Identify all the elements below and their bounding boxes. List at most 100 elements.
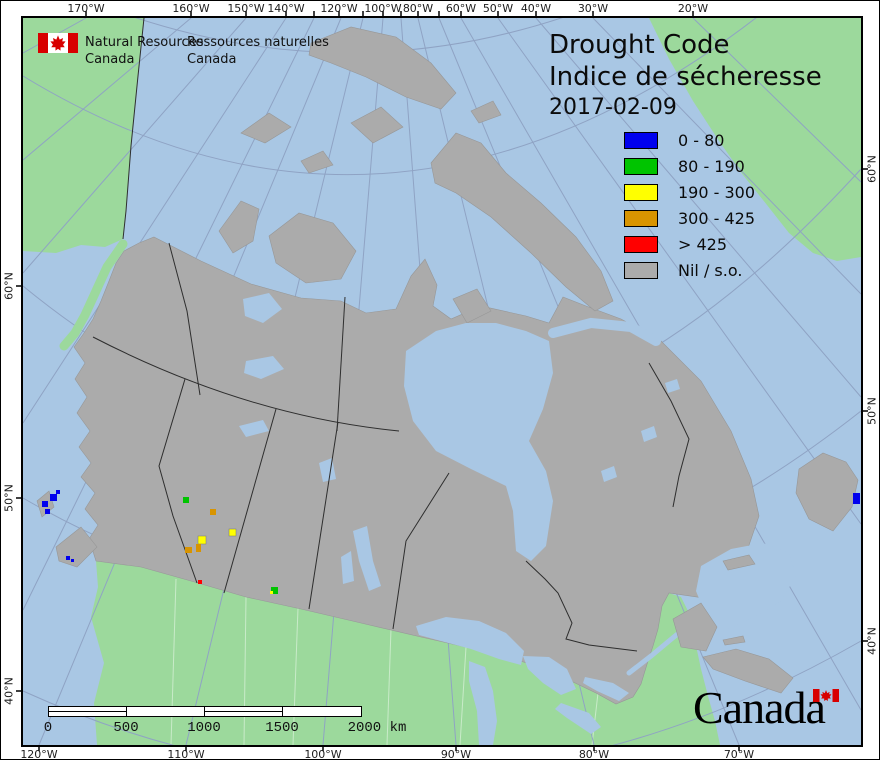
canada-wordmark: Canada <box>693 682 826 733</box>
hudson-strait <box>548 317 661 346</box>
lon-label: 100°W <box>304 748 342 760</box>
bottom-ticks <box>38 745 740 751</box>
border-nwt-nunavut <box>336 296 346 432</box>
legend-swatch <box>624 184 658 201</box>
legend-label: Nil / s.o. <box>678 261 743 280</box>
top-ticks <box>85 11 694 17</box>
lon-label: 90°W <box>440 748 472 760</box>
border-manitoba-ontario <box>392 472 450 630</box>
great-slave-lake <box>244 356 284 379</box>
lake-michigan <box>469 661 497 745</box>
legend-label: 0 - 80 <box>678 131 725 150</box>
drought-points-blue <box>42 490 860 562</box>
arctic-island <box>350 106 404 144</box>
signature-text-en: Natural Resources Canada <box>85 35 204 67</box>
border-yukon-nwt <box>168 242 201 396</box>
grid-ticks <box>16 11 868 751</box>
lon-label: 80°W <box>578 748 610 760</box>
lon-label: 160°W <box>172 2 210 15</box>
map-title: Drought Code Indice de sécheresse 2017-0… <box>549 29 822 123</box>
lon-label: 80°W <box>402 2 434 15</box>
greenland-landmass <box>649 18 861 261</box>
lat-label: 40°N <box>865 627 879 655</box>
lon-label: 170°W <box>67 2 105 15</box>
legend-item: > 425 <box>624 235 755 254</box>
legend-item: 300 - 425 <box>624 209 755 228</box>
border-quebec-labrador <box>648 362 690 508</box>
legend-swatch <box>624 132 658 149</box>
legend-label: 190 - 300 <box>678 183 756 202</box>
legend-item: 0 - 80 <box>624 131 755 150</box>
legend-item: Nil / s.o. <box>624 261 755 280</box>
border-60th-parallel <box>92 336 400 432</box>
legend-item: 190 - 300 <box>624 183 756 202</box>
lon-label: 120°W <box>20 748 58 760</box>
lon-label: 150°W <box>227 2 265 15</box>
title-line-en: Drought Code <box>549 30 730 60</box>
scale-segment <box>283 707 361 716</box>
scale-tick-label: 0 <box>43 720 53 736</box>
lat-label: 50°N <box>865 397 879 425</box>
lon-label: 40°W <box>520 2 552 15</box>
arctic-island <box>470 100 502 124</box>
legend-label: 80 - 190 <box>678 157 745 176</box>
banks-island <box>218 200 260 254</box>
quebec-lake <box>601 466 617 482</box>
scale-segment <box>127 707 205 716</box>
scale-segment <box>49 707 127 716</box>
lat-label: 40°N <box>2 677 16 705</box>
lake-winnipeg <box>353 526 381 591</box>
lat-label: 50°N <box>2 484 16 512</box>
usa-landmass <box>91 561 720 745</box>
maritime-provinces <box>672 554 794 694</box>
water-bodies <box>239 293 796 745</box>
lon-label: 50°W <box>482 2 514 15</box>
legend-swatch <box>624 158 658 175</box>
signature-text-fr: Ressources naturelles Canada <box>187 35 329 67</box>
legend-swatch <box>624 236 658 253</box>
lat-label: 60°N <box>2 272 16 300</box>
baffin-island <box>430 132 614 312</box>
canada-mainland <box>73 236 760 705</box>
drought-points-green <box>183 497 278 594</box>
map-frame <box>21 16 863 747</box>
arctic-island <box>300 150 334 174</box>
legend-label: > 425 <box>678 235 728 254</box>
arctic-island <box>240 112 292 144</box>
left-ticks <box>16 285 22 692</box>
title-date: 2017-02-09 <box>549 95 677 120</box>
lon-label: 100°W <box>364 2 402 15</box>
newfoundland-island <box>795 452 859 532</box>
lon-label: 20°W <box>677 2 709 15</box>
drought-points-red <box>198 580 202 584</box>
lake-erie <box>555 703 601 734</box>
ellesmere-islands <box>308 26 457 110</box>
victoria-island <box>268 212 357 284</box>
lake-athabasca <box>239 420 269 437</box>
drought-points-yellow <box>197 528 273 594</box>
title-line-fr: Indice de sécheresse <box>549 62 822 92</box>
drought-points-orange <box>185 509 216 553</box>
scale-tick-label: 500 <box>113 720 139 736</box>
scale-tick-label: 1000 <box>187 720 221 736</box>
right-ticks <box>862 168 868 642</box>
lake-superior <box>416 617 524 665</box>
scale-bar <box>48 706 362 717</box>
lon-label: 70°W <box>723 748 755 760</box>
prince-edward-island <box>722 635 746 646</box>
border-ontario-quebec <box>525 560 638 652</box>
lon-label: 140°W <box>267 2 305 15</box>
lon-label: 110°W <box>167 748 205 760</box>
us-state-borders <box>170 578 599 746</box>
alaska-panhandle <box>59 239 128 351</box>
quebec-lake <box>641 426 657 442</box>
lake-huron <box>523 656 576 695</box>
lon-label: 30°W <box>577 2 609 15</box>
southampton-island <box>452 288 492 324</box>
lake-ontario <box>583 677 629 701</box>
wordmark-flag-icon <box>813 689 839 702</box>
lat-label: 60°N <box>865 155 879 183</box>
scale-labels: 0 500 1000 1500 2000 km <box>1 720 879 736</box>
